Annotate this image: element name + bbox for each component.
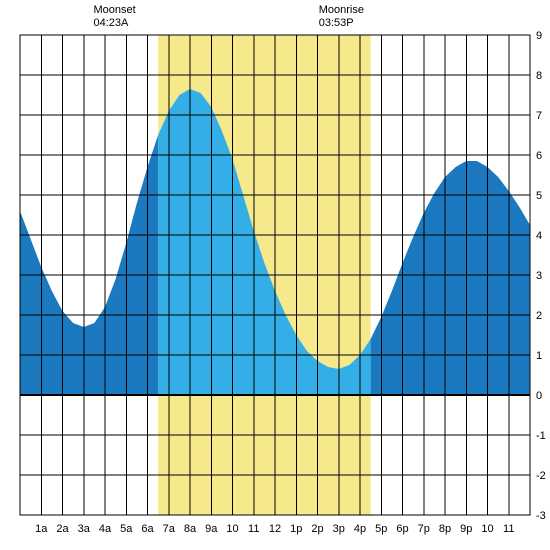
y-tick-label: 3 <box>536 270 542 282</box>
annotation-time: 03:53P <box>319 17 364 30</box>
x-tick-label: 1p <box>290 523 302 535</box>
x-tick-label: 2a <box>56 523 69 535</box>
y-tick-label: 1 <box>536 350 542 362</box>
x-tick-label: 1a <box>35 523 48 535</box>
x-tick-label: 2p <box>311 523 323 535</box>
x-tick-label: 7p <box>418 523 430 535</box>
y-tick-label: -2 <box>536 470 546 482</box>
x-tick-label: 11 <box>248 523 259 535</box>
x-tick-label: 5a <box>120 523 133 535</box>
annotation-moonset: Moonset 04:23A <box>94 4 136 30</box>
y-tick-label: 5 <box>536 190 542 202</box>
x-tick-label: 5p <box>375 523 387 535</box>
y-tick-label: 8 <box>536 70 542 82</box>
x-tick-label: 7a <box>163 523 176 535</box>
y-tick-label: 0 <box>536 390 542 402</box>
x-tick-label: 3p <box>333 523 345 535</box>
x-tick-label: 9a <box>205 523 218 535</box>
x-tick-label: 10 <box>481 523 493 535</box>
annotation-title: Moonset <box>94 4 136 16</box>
x-tick-label: 8p <box>439 523 451 535</box>
x-tick-label: 9p <box>460 523 472 535</box>
x-tick-label: 6p <box>396 523 408 535</box>
annotation-time: 04:23A <box>94 17 136 30</box>
y-tick-label: -3 <box>536 510 546 522</box>
y-tick-label: 6 <box>536 150 542 162</box>
annotation-moonrise: Moonrise 03:53P <box>319 4 364 30</box>
x-tick-label: 8a <box>184 523 197 535</box>
x-tick-label: 11 <box>503 523 514 535</box>
y-tick-label: -1 <box>536 430 546 442</box>
chart-canvas: -3-2-101234567891a2a3a4a5a6a7a8a9a101112… <box>0 0 550 550</box>
x-tick-label: 12 <box>269 523 281 535</box>
y-tick-label: 9 <box>536 30 542 42</box>
y-tick-label: 7 <box>536 110 542 122</box>
x-tick-label: 3a <box>78 523 91 535</box>
x-tick-label: 10 <box>226 523 238 535</box>
x-tick-label: 6a <box>141 523 154 535</box>
y-tick-label: 4 <box>536 230 542 242</box>
annotation-title: Moonrise <box>319 4 364 16</box>
tide-chart: -3-2-101234567891a2a3a4a5a6a7a8a9a101112… <box>0 0 550 550</box>
x-tick-label: 4a <box>99 523 112 535</box>
y-tick-label: 2 <box>536 310 542 322</box>
x-tick-label: 4p <box>354 523 366 535</box>
